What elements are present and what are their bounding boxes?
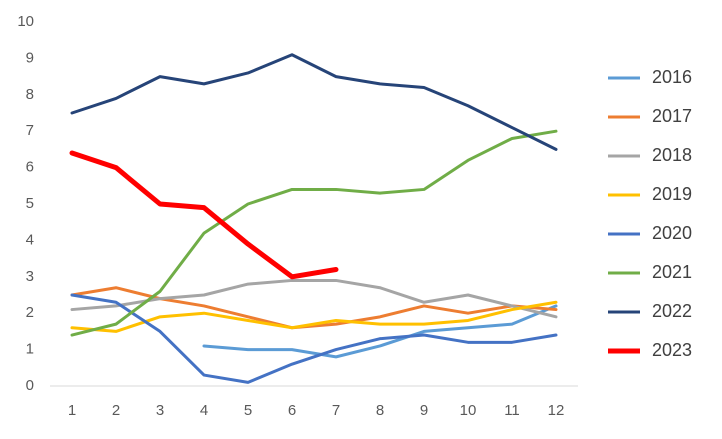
x-tick-label: 3 [156, 402, 164, 419]
x-tick-label: 2 [112, 402, 120, 419]
y-tick-label: 2 [26, 304, 34, 321]
legend-label: 2019 [652, 184, 692, 204]
x-tick-label: 11 [504, 402, 520, 419]
series-line [69, 150, 339, 280]
legend-label: 2018 [652, 145, 692, 165]
x-tick-label: 9 [420, 402, 428, 419]
x-tick-label: 10 [460, 402, 477, 419]
series-line [202, 304, 558, 359]
legend-label: 2021 [652, 262, 692, 282]
legend-label: 2023 [652, 340, 692, 360]
legend-label: 2016 [652, 67, 692, 87]
y-tick-label: 0 [26, 377, 34, 394]
x-tick-label: 4 [200, 402, 208, 419]
series-line [70, 278, 558, 319]
y-tick-label: 10 [17, 13, 34, 30]
legend-label: 2022 [652, 301, 692, 321]
x-tick-label: 5 [244, 402, 252, 419]
y-tick-label: 6 [26, 159, 34, 176]
y-tick-label: 5 [26, 195, 34, 212]
x-tick-label: 1 [68, 402, 76, 419]
y-tick-label: 9 [26, 49, 34, 66]
x-tick-label: 6 [288, 402, 296, 419]
x-tick-label: 8 [376, 402, 384, 419]
series-line [70, 293, 558, 384]
y-tick-label: 3 [26, 268, 34, 285]
series-line [70, 53, 558, 151]
legend-label: 2017 [652, 106, 692, 126]
series-line [70, 300, 558, 333]
series-line [70, 129, 558, 337]
y-tick-label: 4 [26, 231, 34, 248]
x-tick-label: 7 [332, 402, 340, 419]
y-tick-label: 7 [26, 122, 34, 139]
x-tick-label: 12 [548, 402, 565, 419]
y-tick-label: 8 [26, 86, 34, 103]
y-tick-label: 1 [26, 341, 34, 358]
legend-label: 2020 [652, 223, 692, 243]
